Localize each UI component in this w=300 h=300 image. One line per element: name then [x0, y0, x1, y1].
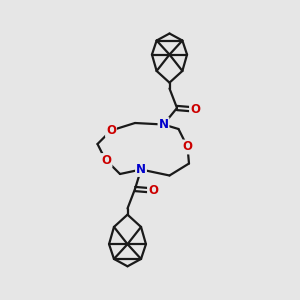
- Text: O: O: [101, 154, 112, 167]
- Text: N: N: [136, 163, 146, 176]
- Text: O: O: [148, 184, 158, 197]
- Text: O: O: [106, 124, 116, 137]
- Text: O: O: [190, 103, 200, 116]
- Text: N: N: [158, 118, 169, 131]
- Text: O: O: [182, 140, 193, 154]
